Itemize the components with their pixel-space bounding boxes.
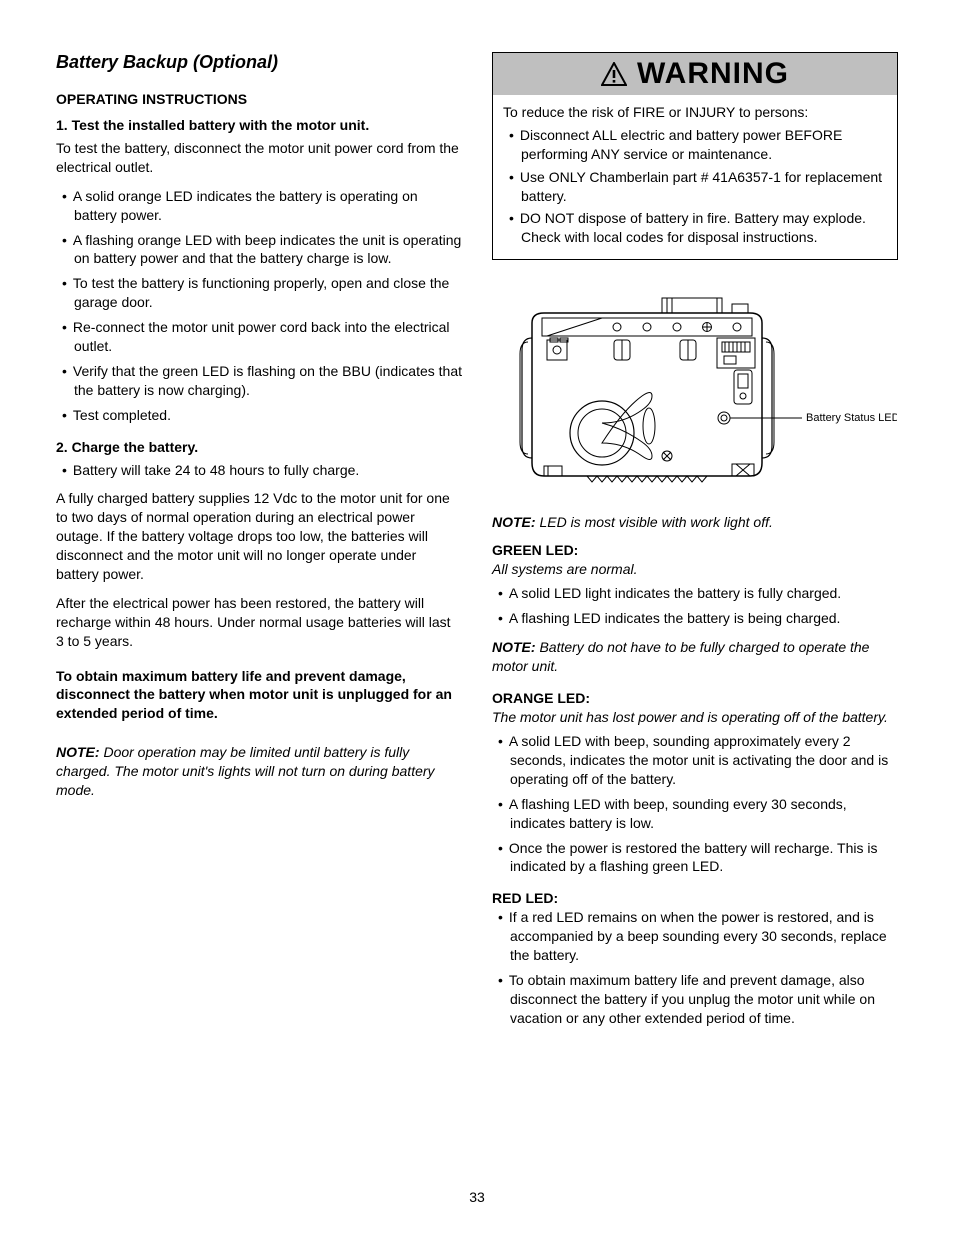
warning-word: WARNING bbox=[637, 57, 789, 91]
green-led-heading: GREEN LED: bbox=[492, 542, 898, 558]
list-item: A solid orange LED indicates the battery… bbox=[56, 187, 462, 225]
step2-heading: 2. Charge the battery. bbox=[56, 439, 462, 455]
list-item: If a red LED remains on when the power i… bbox=[492, 908, 898, 965]
green-led-sub: All systems are normal. bbox=[492, 560, 898, 578]
step1-intro: To test the battery, disconnect the moto… bbox=[56, 139, 462, 177]
orange-led-heading: ORANGE LED: bbox=[492, 690, 898, 706]
para-after-restore: After the electrical power has been rest… bbox=[56, 594, 462, 651]
diagram-note: NOTE: LED is most visible with work ligh… bbox=[492, 513, 898, 532]
note-text: Door operation may be limited until batt… bbox=[56, 744, 435, 798]
list-item: To test the battery is functioning prope… bbox=[56, 274, 462, 312]
step2-bullets: Battery will take 24 to 48 hours to full… bbox=[56, 461, 462, 480]
red-led-bullets: If a red LED remains on when the power i… bbox=[492, 908, 898, 1027]
warning-header: WARNING bbox=[493, 53, 897, 95]
step1-bullets: A solid orange LED indicates the battery… bbox=[56, 187, 462, 425]
list-item: Re-connect the motor unit power cord bac… bbox=[56, 318, 462, 356]
warning-intro: To reduce the risk of FIRE or INJURY to … bbox=[503, 103, 887, 122]
note-label: NOTE: bbox=[56, 744, 100, 760]
page-number: 33 bbox=[0, 1189, 954, 1205]
list-item: Verify that the green LED is flashing on… bbox=[56, 362, 462, 400]
list-item: Disconnect ALL electric and battery powe… bbox=[503, 126, 887, 164]
list-item: Test completed. bbox=[56, 406, 462, 425]
section-title: Battery Backup (Optional) bbox=[56, 52, 462, 73]
red-led-heading: RED LED: bbox=[492, 890, 898, 906]
warning-bullets: Disconnect ALL electric and battery powe… bbox=[503, 126, 887, 247]
note-text: Battery do not have to be fully charged … bbox=[492, 639, 869, 674]
note-door-operation: NOTE: Door operation may be limited unti… bbox=[56, 743, 462, 800]
step1-heading: 1. Test the installed battery with the m… bbox=[56, 117, 462, 133]
para-full-charge: A fully charged battery supplies 12 Vdc … bbox=[56, 489, 462, 583]
page-columns: Battery Backup (Optional) OPERATING INST… bbox=[56, 52, 898, 1038]
list-item: Use ONLY Chamberlain part # 41A6357-1 fo… bbox=[503, 168, 887, 206]
note-label: NOTE: bbox=[492, 639, 536, 655]
motor-unit-diagram: Battery Status LED bbox=[492, 278, 898, 493]
warning-icon bbox=[601, 62, 627, 86]
right-column: WARNING To reduce the risk of FIRE or IN… bbox=[492, 52, 898, 1038]
list-item: Once the power is restored the battery w… bbox=[492, 839, 898, 877]
orange-led-sub: The motor unit has lost power and is ope… bbox=[492, 708, 898, 726]
list-item: Battery will take 24 to 48 hours to full… bbox=[56, 461, 462, 480]
warning-body: To reduce the risk of FIRE or INJURY to … bbox=[493, 95, 897, 259]
orange-led-bullets: A solid LED with beep, sounding approxim… bbox=[492, 732, 898, 876]
note-label: NOTE: bbox=[492, 514, 536, 530]
green-led-bullets: A solid LED light indicates the battery … bbox=[492, 584, 898, 628]
operating-instructions-heading: OPERATING INSTRUCTIONS bbox=[56, 91, 462, 107]
list-item: To obtain maximum battery life and preve… bbox=[492, 971, 898, 1028]
list-item: DO NOT dispose of battery in fire. Batte… bbox=[503, 209, 887, 247]
warning-box: WARNING To reduce the risk of FIRE or IN… bbox=[492, 52, 898, 260]
list-item: A flashing LED with beep, sounding every… bbox=[492, 795, 898, 833]
bold-disconnect-note: To obtain maximum battery life and preve… bbox=[56, 667, 462, 724]
green-led-note: NOTE: Battery do not have to be fully ch… bbox=[492, 638, 898, 676]
left-column: Battery Backup (Optional) OPERATING INST… bbox=[56, 52, 462, 1038]
diagram-label: Battery Status LED bbox=[806, 412, 897, 424]
list-item: A solid LED with beep, sounding approxim… bbox=[492, 732, 898, 789]
list-item: A flashing LED indicates the battery is … bbox=[492, 609, 898, 628]
note-text: LED is most visible with work light off. bbox=[536, 514, 773, 530]
list-item: A flashing orange LED with beep indicate… bbox=[56, 231, 462, 269]
list-item: A solid LED light indicates the battery … bbox=[492, 584, 898, 603]
